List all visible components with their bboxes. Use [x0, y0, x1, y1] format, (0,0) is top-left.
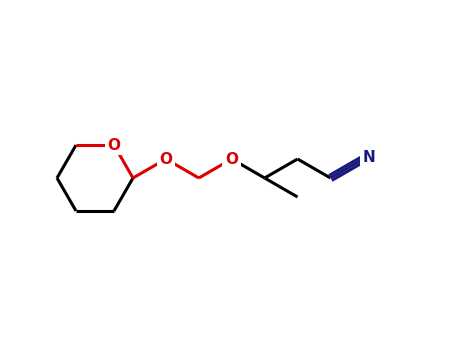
Text: O: O — [107, 138, 121, 153]
Text: O: O — [225, 152, 238, 167]
Text: N: N — [363, 149, 376, 164]
Text: O: O — [159, 152, 172, 167]
